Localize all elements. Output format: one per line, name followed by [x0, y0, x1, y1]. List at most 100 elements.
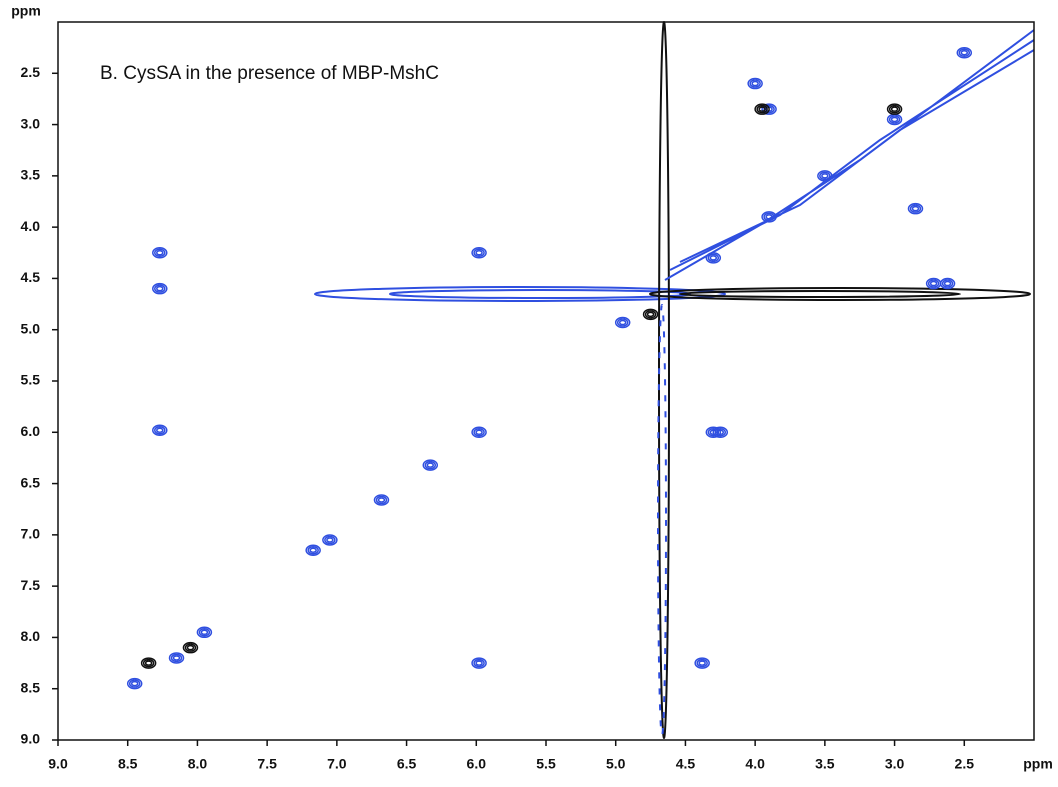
contour [140, 657, 157, 669]
contour [198, 628, 211, 637]
cross-peak [471, 426, 487, 439]
cross-peak [712, 426, 729, 439]
contour [156, 250, 164, 256]
plot-frame [57, 21, 1035, 741]
contour [886, 103, 903, 115]
contour [373, 494, 390, 506]
contour [642, 308, 659, 321]
contour [761, 103, 777, 115]
x-tick-label: 7.5 [257, 756, 277, 772]
x-tick-label: 8.0 [188, 756, 208, 772]
contour [911, 205, 920, 212]
cross-peak [925, 277, 942, 290]
contour [200, 629, 209, 636]
contour [749, 79, 761, 88]
contour [475, 429, 483, 436]
ridge [679, 290, 961, 298]
cross-peak [140, 657, 157, 669]
x-tick-label: 5.0 [606, 756, 626, 772]
cross-peak [422, 459, 439, 471]
x-tick-label: 8.5 [118, 756, 138, 772]
contour [763, 104, 775, 114]
cross-peak [373, 494, 390, 506]
x-tick-label: 4.5 [676, 756, 696, 772]
contour [128, 679, 141, 688]
contour [751, 80, 759, 87]
contour [156, 285, 164, 292]
y-tick-label: 4.0 [21, 218, 41, 234]
solvent-ridges [314, 21, 1035, 739]
contour [821, 173, 829, 179]
contour [170, 653, 183, 663]
contour [888, 104, 901, 114]
contour [747, 77, 763, 90]
contour [142, 658, 155, 668]
contour [305, 544, 321, 556]
contour [322, 534, 338, 546]
contour [756, 104, 768, 114]
cross-peak [305, 544, 321, 556]
x-tick-label: 7.0 [327, 756, 347, 772]
contour [130, 680, 139, 687]
y-tick-label: 2.5 [21, 64, 41, 80]
cross-peak [471, 247, 487, 259]
contour [182, 641, 199, 654]
contour [714, 428, 727, 437]
contour [471, 426, 487, 439]
contour [644, 310, 657, 319]
contour [705, 252, 722, 264]
y-tick-label: 8.0 [21, 628, 41, 644]
ridge [657, 304, 667, 736]
cross-peak [939, 277, 956, 290]
ridge [649, 287, 1031, 301]
contour [705, 426, 722, 439]
contour [422, 459, 439, 471]
cross-peak [126, 677, 143, 690]
contour [698, 660, 706, 666]
y-axis-label: ppm [11, 3, 41, 19]
contour [154, 284, 166, 293]
x-tick-label: 5.5 [536, 756, 556, 772]
contour [473, 658, 485, 668]
contour [126, 677, 143, 690]
contour [424, 460, 437, 470]
contour [765, 214, 773, 220]
x-tick-label: 4.0 [745, 756, 765, 772]
contour [696, 658, 708, 668]
y-tick-label: 3.5 [21, 167, 41, 183]
cross-peak [642, 308, 659, 321]
contour [152, 247, 168, 259]
contour [156, 427, 164, 433]
contour [763, 212, 775, 222]
contour [186, 644, 195, 651]
x-tick-label: 3.5 [815, 756, 835, 772]
annotation: B. CysSA in the presence of MBP-MshC [100, 63, 439, 84]
contour [890, 116, 899, 123]
contour [473, 248, 485, 258]
ridge [314, 286, 726, 302]
contour [761, 211, 777, 223]
contour [960, 50, 969, 56]
contour [646, 311, 655, 318]
contour [475, 250, 483, 256]
contour [694, 657, 710, 669]
cross-peak [705, 426, 722, 439]
y-tick-label: 4.5 [21, 269, 41, 285]
contour [475, 660, 483, 666]
contour [927, 279, 940, 288]
cross-peak [168, 652, 185, 664]
contour [307, 545, 319, 555]
y-tick-label: 7.0 [21, 526, 41, 542]
cross-peak [152, 247, 168, 259]
cross-peak [754, 103, 770, 115]
contour [471, 657, 487, 669]
contour [941, 279, 954, 288]
contour [154, 425, 166, 435]
cross-peak [471, 657, 487, 669]
cross-peak [196, 626, 213, 639]
contour [754, 103, 770, 115]
contour [939, 277, 956, 290]
contour [326, 537, 334, 543]
cross-peak [956, 47, 973, 59]
